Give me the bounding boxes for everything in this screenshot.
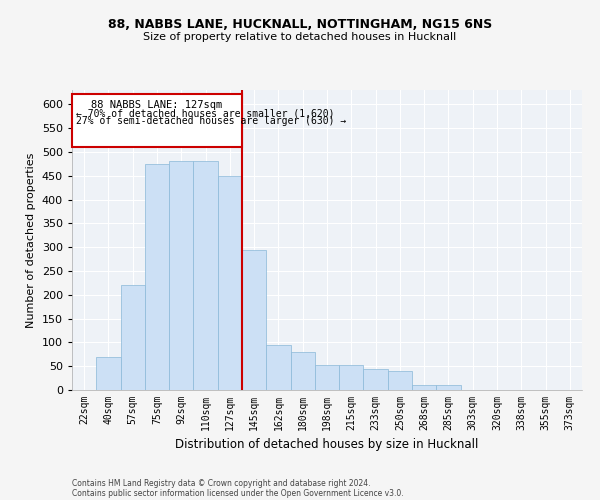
Text: Contains HM Land Registry data © Crown copyright and database right 2024.: Contains HM Land Registry data © Crown c…: [72, 478, 371, 488]
Bar: [218, 176, 242, 390]
Text: ← 70% of detached houses are smaller (1,620): ← 70% of detached houses are smaller (1,…: [76, 108, 334, 118]
Bar: [388, 371, 412, 390]
Bar: [364, 368, 388, 390]
Bar: [315, 365, 339, 390]
Bar: [96, 356, 121, 390]
Bar: [412, 385, 436, 390]
Y-axis label: Number of detached properties: Number of detached properties: [26, 152, 36, 328]
Bar: [266, 345, 290, 390]
Text: 27% of semi-detached houses are larger (630) →: 27% of semi-detached houses are larger (…: [76, 116, 346, 126]
Bar: [145, 164, 169, 390]
Bar: [193, 162, 218, 390]
Bar: [242, 250, 266, 390]
Bar: [169, 162, 193, 390]
Bar: [339, 365, 364, 390]
X-axis label: Distribution of detached houses by size in Hucknall: Distribution of detached houses by size …: [175, 438, 479, 452]
Text: 88, NABBS LANE, HUCKNALL, NOTTINGHAM, NG15 6NS: 88, NABBS LANE, HUCKNALL, NOTTINGHAM, NG…: [108, 18, 492, 30]
Bar: [121, 285, 145, 390]
FancyBboxPatch shape: [72, 94, 242, 147]
Text: 88 NABBS LANE: 127sqm: 88 NABBS LANE: 127sqm: [91, 100, 223, 110]
Text: Size of property relative to detached houses in Hucknall: Size of property relative to detached ho…: [143, 32, 457, 42]
Bar: [436, 385, 461, 390]
Bar: [290, 352, 315, 390]
Text: Contains public sector information licensed under the Open Government Licence v3: Contains public sector information licen…: [72, 488, 404, 498]
